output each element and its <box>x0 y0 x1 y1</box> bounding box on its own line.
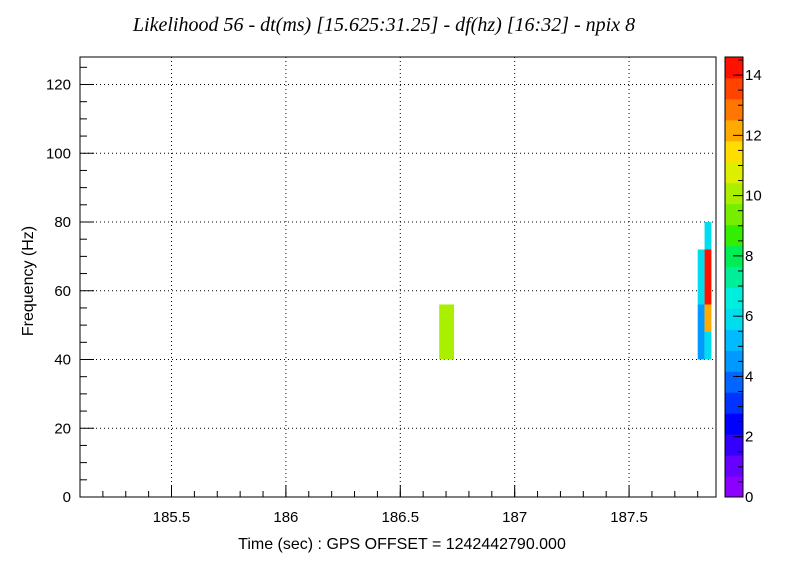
colorbar-swatch <box>725 266 743 288</box>
colorbar-tick-label: 14 <box>745 67 762 84</box>
y-tick-label: 120 <box>46 77 71 94</box>
heatmap-cell <box>697 304 705 360</box>
y-axis-label: Frequency (Hz) <box>20 226 37 336</box>
chart-title: Likelihood 56 - dt(ms) [15.625:31.25] - … <box>132 14 635 36</box>
colorbar-swatch <box>725 182 743 205</box>
colorbar-swatch <box>725 392 743 414</box>
heatmap-cell <box>439 304 455 360</box>
colorbar-swatch <box>725 413 743 435</box>
heatmap-cell <box>704 222 712 250</box>
colorbar-swatch <box>725 203 743 226</box>
colorbar-swatch <box>725 57 743 79</box>
colorbar: 0 2 4 6 8 10 12 14 <box>724 56 762 506</box>
colorbar-tick-label: 8 <box>745 248 753 265</box>
plot-frame <box>79 56 717 498</box>
y-tick-label: 80 <box>54 214 71 231</box>
colorbar-tick-label: 10 <box>745 188 762 205</box>
x-tick-label: 187.5 <box>610 509 648 526</box>
heatmap-cell <box>697 249 705 305</box>
y-tick-label: 40 <box>54 352 71 369</box>
heatmap-cell <box>704 332 712 360</box>
colorbar-swatch <box>725 308 743 330</box>
y-tick-label: 0 <box>63 489 71 506</box>
colorbar-tick-label: 2 <box>745 429 753 446</box>
colorbar-swatch <box>725 455 743 477</box>
colorbar-swatch <box>725 476 743 498</box>
grid <box>80 57 716 497</box>
colorbar-swatch <box>725 77 743 100</box>
x-tick-label: 186 <box>273 509 298 526</box>
colorbar-tick-label: 6 <box>745 308 753 325</box>
colorbar-swatch <box>725 119 743 142</box>
x-tick-label: 187 <box>502 509 527 526</box>
colorbar-swatch <box>725 371 743 393</box>
colorbar-tick-label: 4 <box>745 368 753 385</box>
colorbar-tick-label: 12 <box>745 127 762 144</box>
y-tick-label: 100 <box>46 145 71 162</box>
colorbar-swatch <box>725 434 743 456</box>
colorbar-tick-label: 0 <box>745 489 753 506</box>
y-tick-label: 20 <box>54 420 71 437</box>
colorbar-swatch <box>725 350 743 372</box>
heatmap-cells <box>439 222 712 360</box>
colorbar-swatch <box>725 98 743 121</box>
x-tick-label: 185.5 <box>153 509 191 526</box>
x-axis-label: Time (sec) : GPS OFFSET = 1242442790.000 <box>238 536 566 553</box>
colorbar-swatch <box>725 224 743 247</box>
colorbar-swatch <box>725 329 743 351</box>
x-tick-label: 186.5 <box>382 509 420 526</box>
colorbar-swatch <box>725 140 743 163</box>
y-tick-label: 60 <box>54 283 71 300</box>
colorbar-swatch <box>725 161 743 184</box>
heatmap-cell <box>704 304 712 332</box>
heatmap-cell <box>704 249 712 305</box>
axis-ticks: 185.5 186 186.5 187 187.5 0 20 40 60 80 100 120 <box>46 66 699 526</box>
colorbar-swatch <box>725 287 743 309</box>
